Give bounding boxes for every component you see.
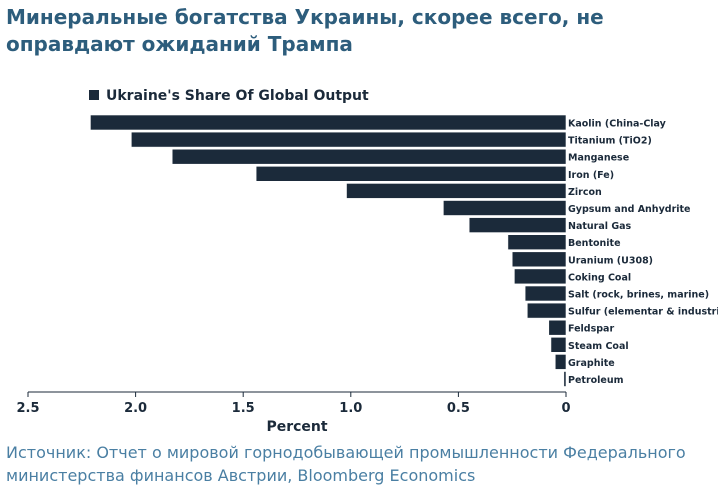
category-label: Graphite xyxy=(568,358,615,369)
bar xyxy=(90,114,567,131)
bar xyxy=(514,268,567,285)
category-label: Uranium (U308) xyxy=(568,255,653,266)
bar xyxy=(550,336,567,353)
category-label: Zircon xyxy=(568,187,602,198)
bar xyxy=(563,371,567,387)
chart-title: Минеральные богатства Украины, скорее вс… xyxy=(6,5,604,56)
legend-label: Ukraine's Share Of Global Output xyxy=(106,88,369,104)
x-tick-label: 0 xyxy=(561,401,570,416)
category-label: Bentonite xyxy=(568,238,621,249)
bar xyxy=(443,200,567,216)
category-label: Salt (rock, brines, marine) xyxy=(568,290,709,301)
category-label: Titanium (TiO2) xyxy=(568,136,652,147)
category-label: Gypsum and Anhydrite xyxy=(568,204,691,215)
bar xyxy=(526,302,567,319)
x-tick-label: 1.5 xyxy=(232,401,255,416)
bar xyxy=(171,148,567,165)
x-axis-ticks: 2.5 2.0 1.5 1.0 0.5 0 xyxy=(16,392,571,416)
bars xyxy=(90,114,567,387)
x-tick-label: 0.5 xyxy=(447,401,470,416)
bar xyxy=(554,354,567,370)
x-tick-label: 2.5 xyxy=(16,401,39,416)
bar xyxy=(130,131,567,148)
source-note: Источник: Отчет о мировой горнодобывающе… xyxy=(6,443,686,485)
category-label: Natural Gas xyxy=(568,221,632,232)
bar xyxy=(346,183,567,199)
legend-swatch xyxy=(89,90,99,100)
category-labels: Kaolin (China-Clay Titanium (TiO2) Mangane… xyxy=(568,119,718,387)
category-label: Petroleum xyxy=(568,375,624,386)
category-label: Kaolin (China-Clay xyxy=(568,119,667,130)
bar xyxy=(524,285,567,302)
x-axis-label: Percent xyxy=(266,419,327,435)
legend: Ukraine's Share Of Global Output xyxy=(89,88,369,104)
category-label: Manganese xyxy=(568,153,629,164)
x-tick-label: 2.0 xyxy=(124,401,147,416)
category-label: Feldspar xyxy=(568,324,614,335)
bar xyxy=(507,234,567,250)
bar xyxy=(255,166,567,182)
category-label: Sulfur (elementar & industrial) xyxy=(568,307,718,318)
bar xyxy=(511,251,567,268)
category-label: Iron (Fe) xyxy=(568,170,614,181)
category-label: Coking Coal xyxy=(568,272,631,283)
category-label: Steam Coal xyxy=(568,341,629,352)
x-tick-label: 1.0 xyxy=(339,401,362,416)
bar xyxy=(468,217,567,233)
bar xyxy=(548,319,567,336)
